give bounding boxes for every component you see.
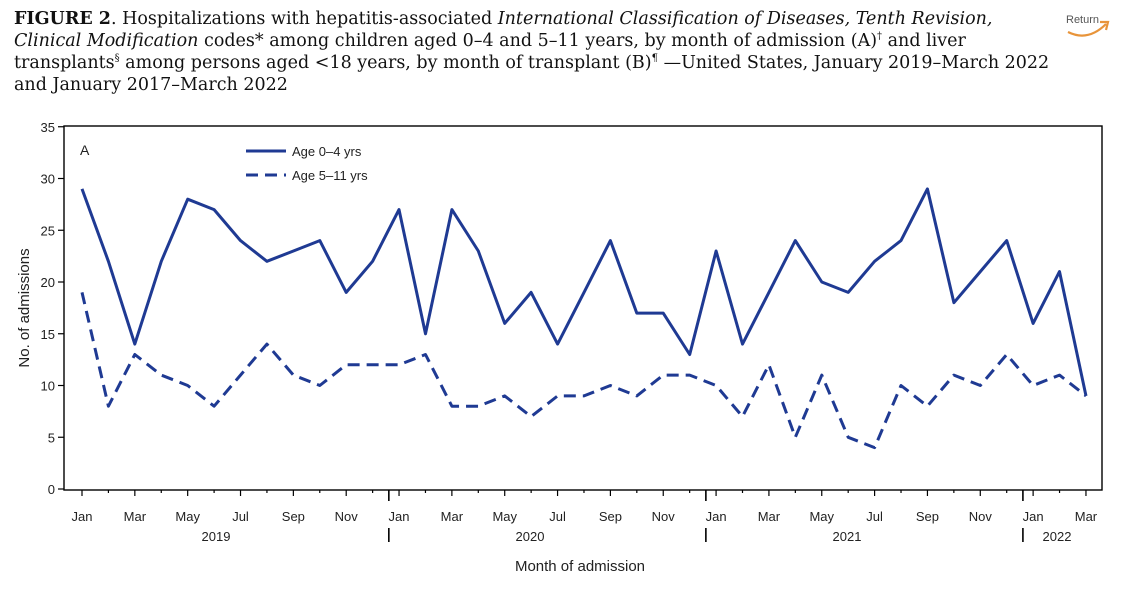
x-tick-label: Mar bbox=[758, 509, 781, 524]
return-button[interactable]: Return bbox=[1062, 10, 1112, 38]
y-tick-label: 20 bbox=[41, 275, 55, 290]
x-tick-label: Mar bbox=[1075, 509, 1098, 524]
chart-frame bbox=[63, 125, 1103, 491]
x-tick-label: Jul bbox=[866, 509, 883, 524]
footnote-section: § bbox=[114, 53, 120, 65]
caption-text-4: among persons aged <18 years, by month o… bbox=[119, 53, 652, 73]
x-tick-label: Sep bbox=[599, 509, 622, 524]
y-tick-label: 30 bbox=[41, 172, 55, 187]
y-axis-title: No. of admissions bbox=[16, 248, 33, 367]
caption-text-5: —United States, January 2019–March 2022 … bbox=[14, 53, 1050, 95]
x-tick-label: Mar bbox=[441, 509, 464, 524]
y-tick-label: 15 bbox=[41, 327, 55, 342]
y-axis: 0 5 10 15 20 25 30 35 bbox=[41, 120, 64, 497]
return-arrow-icon bbox=[1067, 20, 1110, 37]
footnote-pilcrow: ¶ bbox=[651, 53, 658, 65]
legend-label-age-5-11: Age 5–11 yrs bbox=[292, 168, 368, 183]
x-tick-label: Nov bbox=[969, 509, 993, 524]
x-tick-label: Nov bbox=[335, 509, 359, 524]
x-tick-label: Jan bbox=[389, 509, 410, 524]
caption-icd-title: International Classification of Diseases… bbox=[14, 9, 993, 51]
x-tick-label: Jan bbox=[706, 509, 727, 524]
x-tick-label: Jan bbox=[1023, 509, 1044, 524]
series-line-age-5-11 bbox=[80, 292, 1087, 450]
y-tick-label: 10 bbox=[41, 379, 55, 394]
x-tick-label: Sep bbox=[282, 509, 305, 524]
panel-label: A bbox=[80, 142, 90, 158]
x-tick-label: May bbox=[492, 509, 517, 524]
year-label: 2021 bbox=[833, 529, 862, 544]
x-tick-label: Sep bbox=[916, 509, 939, 524]
year-label: 2022 bbox=[1043, 529, 1072, 544]
series-line-age-0-4 bbox=[80, 187, 1088, 397]
x-tick-label: Jul bbox=[549, 509, 566, 524]
x-tick-label: May bbox=[809, 509, 834, 524]
y-tick-label: 0 bbox=[48, 482, 55, 497]
year-label: 2020 bbox=[516, 529, 545, 544]
legend-label-age-0-4: Age 0–4 yrs bbox=[292, 144, 362, 159]
caption-text-1: . Hospitalizations with hepatitis-associ… bbox=[110, 9, 498, 29]
figure-label: FIGURE 2 bbox=[14, 9, 111, 29]
y-tick-label: 5 bbox=[48, 430, 55, 445]
figure-caption: FIGURE 2. Hospitalizations with hepatiti… bbox=[14, 8, 1054, 96]
series-layer bbox=[80, 187, 1088, 450]
caption-text-3: and liver transplants bbox=[14, 31, 966, 73]
x-tick-label: Jan bbox=[72, 509, 93, 524]
legend: Age 0–4 yrs Age 5–11 yrs bbox=[246, 144, 368, 183]
x-tick-label: May bbox=[175, 509, 200, 524]
footnote-dagger: † bbox=[877, 31, 883, 43]
x-axis-title: Month of admission bbox=[515, 558, 645, 575]
year-label: 2019 bbox=[202, 529, 231, 544]
x-tick-label: Mar bbox=[124, 509, 147, 524]
x-tick-label: Nov bbox=[652, 509, 676, 524]
x-tick-label: Jul bbox=[232, 509, 249, 524]
caption-text-2: codes* among children aged 0–4 and 5–11 … bbox=[198, 31, 878, 51]
x-axis: Jan Mar May Jul Sep Nov Jan Mar May Jul Sep Nov Jan M… bbox=[72, 490, 1098, 544]
y-tick-label: 35 bbox=[41, 120, 55, 135]
y-tick-label: 25 bbox=[41, 223, 55, 238]
return-label: Return bbox=[1066, 14, 1100, 26]
